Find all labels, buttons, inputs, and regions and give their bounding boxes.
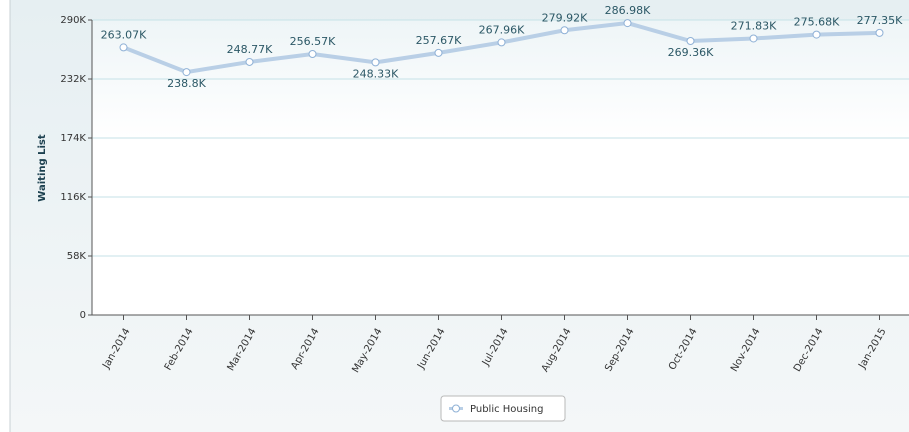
legend-marker [452, 404, 460, 413]
data-label: 256.57K [290, 35, 336, 48]
point [308, 50, 317, 59]
legend-box [440, 395, 566, 422]
point [434, 48, 443, 57]
data-label: 277.35K [857, 14, 903, 27]
data-label: 248.33K [353, 67, 399, 80]
data-label: 238.8K [167, 77, 206, 90]
point [686, 36, 695, 45]
point [875, 28, 884, 37]
data-label: 286.98K [605, 4, 651, 17]
plot-area [92, 20, 909, 315]
y-tick-label: 0 [80, 310, 86, 321]
data-label: 257.67K [416, 34, 462, 47]
point [497, 38, 506, 47]
data-label: 279.92K [542, 11, 588, 24]
y-tick-label: 58K [67, 251, 87, 262]
point [560, 26, 569, 35]
point [812, 30, 821, 39]
data-label: 269.36K [668, 46, 714, 59]
point [749, 34, 758, 43]
data-label: 267.96K [479, 23, 525, 36]
data-label: 263.07K [101, 28, 147, 41]
data-label: 271.83K [731, 19, 777, 32]
legend-label: Public Housing [470, 404, 543, 415]
point [182, 68, 191, 77]
point [119, 43, 128, 52]
y-tick-label: 290K [60, 15, 86, 26]
y-tick-label: 174K [60, 133, 86, 144]
data-label: 248.77K [227, 43, 273, 56]
y-tick-label: 232K [60, 74, 86, 85]
point [371, 58, 380, 67]
y-tick-label: 116K [60, 192, 86, 203]
data-label: 275.68K [794, 16, 840, 29]
y-axis-label: Waiting List [37, 134, 48, 202]
point [245, 57, 254, 66]
point [623, 19, 632, 28]
